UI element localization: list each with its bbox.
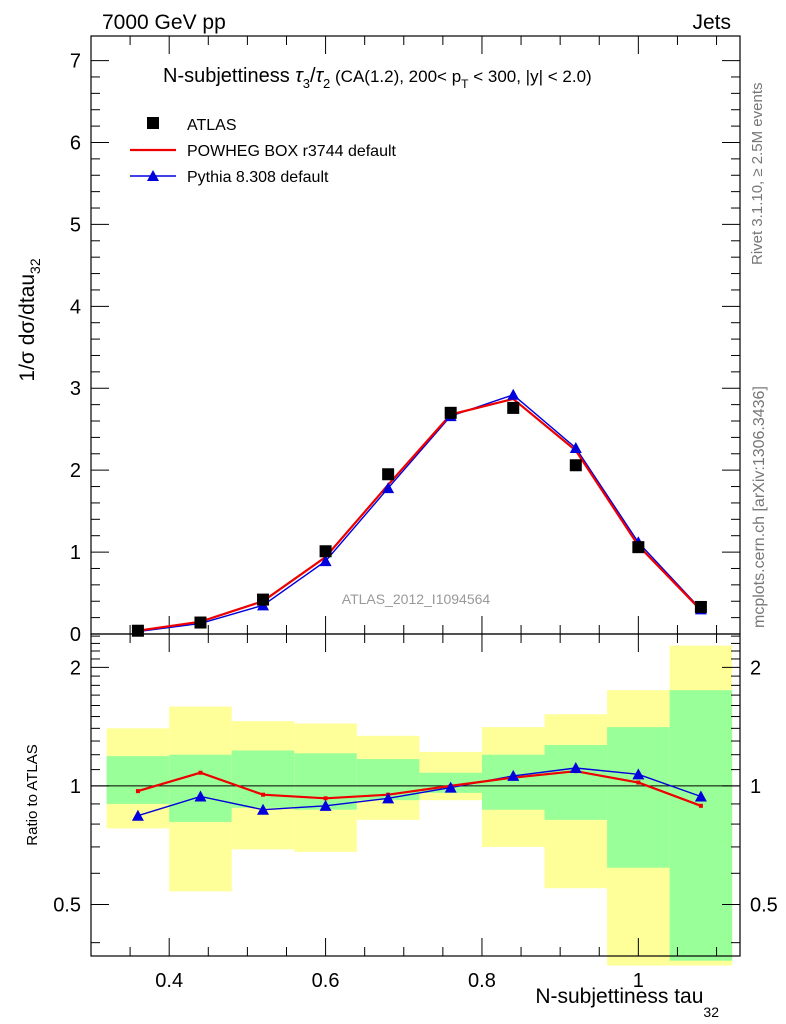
ratio-y-tick-label-left: 2 xyxy=(70,657,81,679)
mcplots-label: mcplots.cern.ch [arXiv:1306.3436] xyxy=(751,386,768,628)
atlas-point xyxy=(507,401,520,414)
uncertainty-band-inner xyxy=(106,756,170,804)
ratio-y-tick-label-left: 1 xyxy=(70,776,81,798)
ratio-y-tick-label-right: 0.5 xyxy=(750,894,778,916)
legend-atlas-label: ATLAS xyxy=(187,117,237,134)
main-axis-ticks: 0 1 2 3 4 5 6 7 xyxy=(70,36,740,646)
x-tick-label: 0.4 xyxy=(155,970,183,992)
powheg-line xyxy=(137,397,702,632)
atlas-point xyxy=(632,541,645,554)
powheg-ratio-point xyxy=(261,792,266,797)
y-tick-label: 1 xyxy=(70,542,81,564)
ratio-axis-ticks: 0.5 0.5 1 1 2 2 0.4 0.6 0.8 1 xyxy=(53,634,778,992)
x-axis-label: N-subjettiness tau32 xyxy=(535,985,719,1020)
pythia-ratio-point xyxy=(569,762,582,774)
pythia-ratio-point xyxy=(632,768,645,780)
pythia-ratio-point xyxy=(444,781,457,793)
powheg-ratio-point xyxy=(636,780,641,785)
main-y-label: 1/σ dσ/dtau32 xyxy=(16,258,43,381)
legend: ATLAS POWHEG BOX r3744 default Pythia 8.… xyxy=(130,117,397,186)
legend-atlas-marker xyxy=(147,117,159,129)
y-tick-label: 3 xyxy=(70,378,81,400)
x-tick-label: 0.6 xyxy=(312,970,340,992)
pythia-point xyxy=(319,555,332,567)
ratio-y-tick-label-right: 2 xyxy=(750,657,761,679)
pythia-point xyxy=(507,388,520,400)
y-tick-label: 5 xyxy=(70,214,81,236)
uncertainty-band-inner xyxy=(607,727,670,868)
ratio-bands xyxy=(106,645,733,966)
watermark: ATLAS_2012_I1094564 xyxy=(342,591,491,607)
pythia-ratio-line xyxy=(137,767,702,817)
powheg-ratio-line xyxy=(137,770,702,807)
main-data xyxy=(131,388,707,637)
ratio-panel: 0.5 0.5 1 1 2 2 0.4 0.6 0.8 1 xyxy=(53,633,778,992)
powheg-ratio-point xyxy=(698,803,703,808)
uncertainty-band-inner xyxy=(544,745,608,820)
y-tick-label: 7 xyxy=(70,51,81,73)
legend-pythia-label: Pythia 8.308 default xyxy=(187,169,329,186)
x-tick-label: 0.8 xyxy=(468,970,496,992)
atlas-point xyxy=(257,593,270,606)
y-tick-label: 6 xyxy=(70,132,81,154)
pythia-ratio-point xyxy=(319,799,332,811)
ratio-data xyxy=(131,762,707,821)
main-panel: ATLAS_2012_I1094564 0 1 2 3 4 5 6 7 xyxy=(70,35,741,646)
pythia-ratio-point xyxy=(507,769,520,781)
powheg-ratio-point xyxy=(135,789,140,794)
pythia-ratio-point xyxy=(382,792,395,804)
powheg-ratio-point xyxy=(198,770,203,775)
pythia-ratio-point xyxy=(194,790,207,802)
y-tick-label: 2 xyxy=(70,460,81,482)
atlas-point xyxy=(319,545,332,558)
ratio-y-tick-label-left: 0.5 xyxy=(53,894,81,916)
y-tick-label: 4 xyxy=(70,296,81,318)
atlas-point xyxy=(444,406,457,419)
atlas-point xyxy=(382,468,395,481)
pythia-line xyxy=(137,394,702,633)
pythia-point xyxy=(382,482,395,494)
pythia-ratio-point xyxy=(694,790,707,802)
ratio-y-label: Ratio to ATLAS xyxy=(24,744,41,845)
ratio-y-tick-label-right: 1 xyxy=(750,776,761,798)
atlas-point xyxy=(569,459,582,472)
pythia-ratio-point xyxy=(257,803,270,815)
atlas-point xyxy=(131,624,144,637)
legend-pythia-marker xyxy=(147,170,159,181)
atlas-point xyxy=(194,616,207,629)
atlas-point xyxy=(694,600,707,613)
rivet-label: Rivet 3.1.10, ≥ 2.5M events xyxy=(749,83,766,266)
uncertainty-band-inner xyxy=(669,690,733,961)
powheg-ratio-point xyxy=(323,796,328,801)
main-title: N-subjettiness τ3/τ2 (CA(1.2), 200< pT <… xyxy=(163,65,592,91)
header-left: 7000 GeV pp xyxy=(102,11,226,34)
x-tick-label: 1 xyxy=(633,970,644,992)
ratio-frame xyxy=(90,633,741,957)
uncertainty-band-inner xyxy=(231,750,295,808)
header-right: Jets xyxy=(692,11,731,34)
y-tick-label: 0 xyxy=(70,624,81,646)
pythia-point xyxy=(569,442,582,454)
pythia-ratio-point xyxy=(131,809,144,821)
uncertainty-band-inner xyxy=(169,754,232,822)
uncertainty-band-inner xyxy=(481,754,545,810)
legend-powheg-label: POWHEG BOX r3744 default xyxy=(187,143,397,160)
